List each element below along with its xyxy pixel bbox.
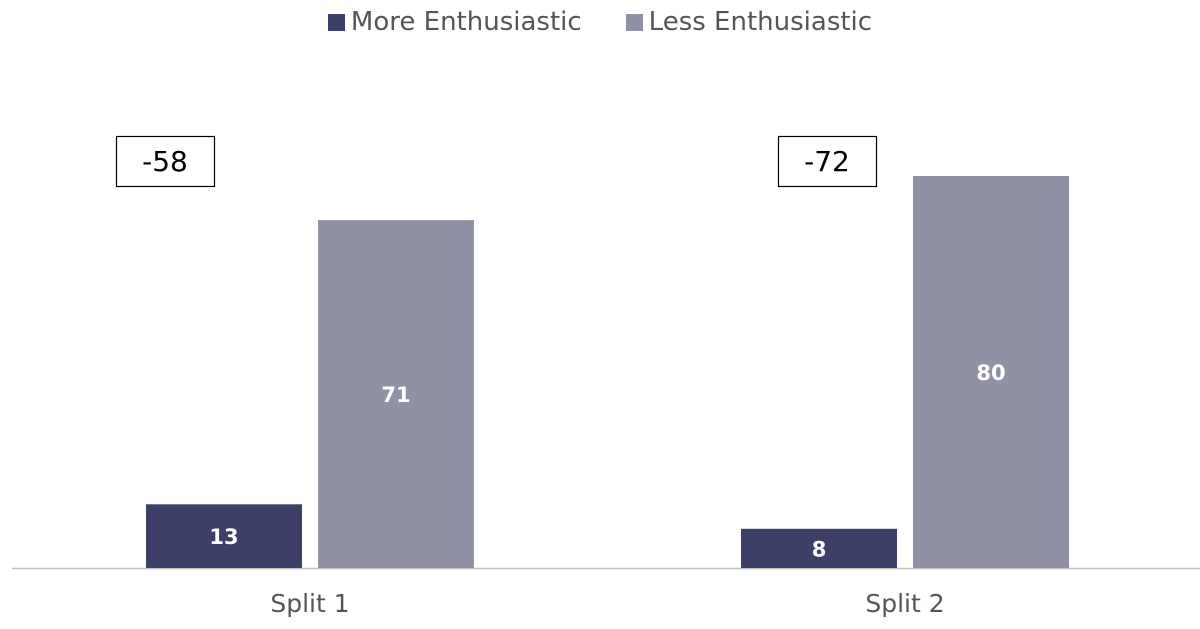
data-label-more-enthusiastic-split-1: 13 bbox=[209, 525, 238, 549]
difference-box-split-1 bbox=[115, 135, 216, 188]
data-label-less-enthusiastic-split-1: 71 bbox=[381, 383, 410, 407]
difference-label-split-2: -72 bbox=[804, 145, 850, 178]
bar-less-enthusiastic-split-1 bbox=[318, 220, 474, 568]
category-label-split-2: Split 2 bbox=[865, 589, 944, 618]
difference-label-split-1: -58 bbox=[142, 145, 188, 178]
legend: More Enthusiastic Less Enthusiastic bbox=[0, 0, 1200, 44]
bar-more-enthusiastic-split-2 bbox=[741, 528, 897, 568]
difference-box-split-2 bbox=[777, 135, 878, 188]
category-label-split-1: Split 1 bbox=[270, 589, 349, 618]
data-label-less-enthusiastic-split-2: 80 bbox=[976, 361, 1005, 385]
legend-item-more-enthusiastic: More Enthusiastic bbox=[327, 7, 582, 37]
legend-label-less-enthusiastic: Less Enthusiastic bbox=[648, 7, 873, 37]
bar-less-enthusiastic-split-2 bbox=[913, 176, 1069, 568]
legend-label-more-enthusiastic: More Enthusiastic bbox=[350, 7, 582, 37]
legend-swatch-more-enthusiastic bbox=[327, 13, 345, 31]
legend-item-less-enthusiastic: Less Enthusiastic bbox=[625, 7, 873, 37]
bar-more-enthusiastic-split-1 bbox=[146, 504, 302, 568]
data-label-more-enthusiastic-split-2: 8 bbox=[812, 537, 827, 561]
legend-swatch-less-enthusiastic bbox=[625, 13, 643, 31]
